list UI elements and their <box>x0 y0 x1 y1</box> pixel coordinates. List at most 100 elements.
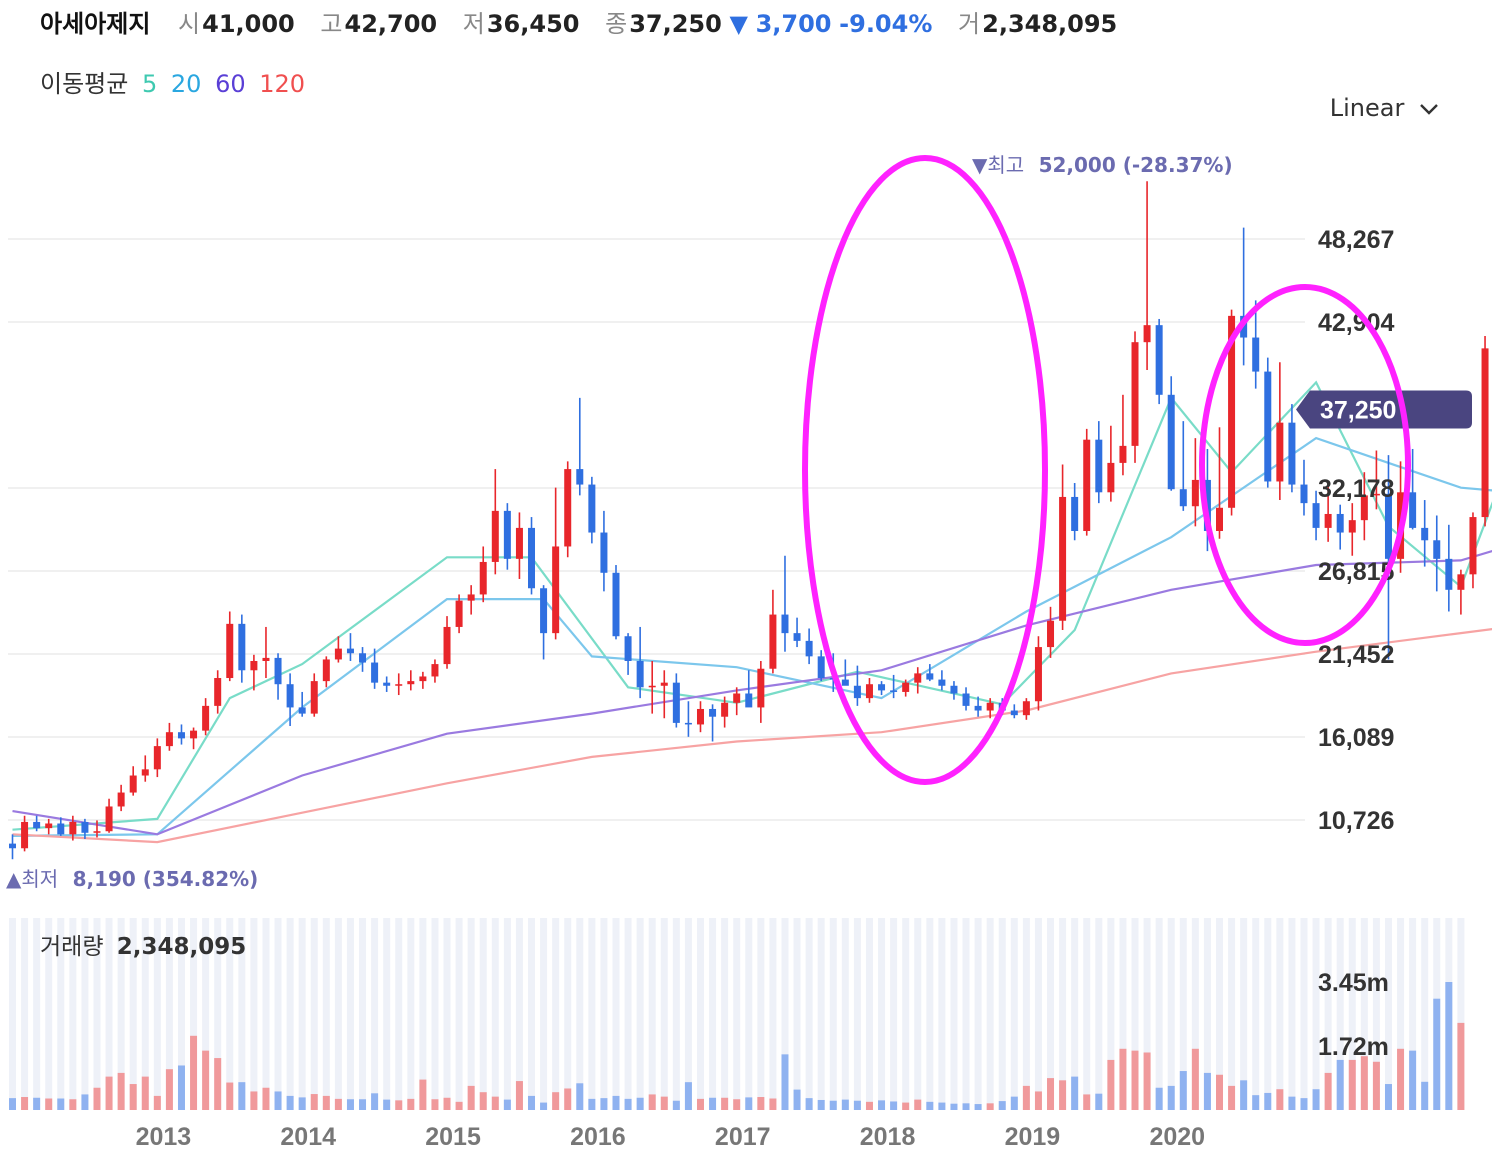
candle[interactable] <box>1445 524 1453 612</box>
candle[interactable] <box>117 784 125 812</box>
candle[interactable] <box>1457 569 1465 615</box>
candle[interactable] <box>153 738 161 778</box>
candle[interactable] <box>1047 606 1055 658</box>
candle[interactable] <box>190 727 198 750</box>
candle[interactable] <box>1022 698 1030 720</box>
ma5-legend[interactable]: 5 <box>141 70 158 98</box>
candle[interactable] <box>938 670 946 691</box>
candle[interactable] <box>986 698 994 719</box>
candle[interactable] <box>45 818 53 835</box>
candle[interactable] <box>672 673 680 728</box>
candle[interactable] <box>1264 357 1272 488</box>
ma120-legend[interactable]: 120 <box>259 70 306 98</box>
candle[interactable] <box>407 670 415 691</box>
ma20-legend[interactable]: 20 <box>170 70 202 98</box>
candle[interactable] <box>600 510 608 592</box>
candle[interactable] <box>274 653 282 700</box>
candle[interactable] <box>455 594 463 634</box>
candle[interactable] <box>105 798 113 833</box>
candle[interactable] <box>371 648 379 689</box>
candle[interactable] <box>503 503 511 570</box>
candle[interactable] <box>238 614 246 683</box>
candle[interactable] <box>769 589 777 674</box>
candle[interactable] <box>1421 500 1429 567</box>
candle[interactable] <box>853 665 861 706</box>
candle[interactable] <box>81 818 89 839</box>
candle[interactable] <box>1469 512 1477 589</box>
candle[interactable] <box>491 469 499 575</box>
candle[interactable] <box>636 626 644 699</box>
candle[interactable] <box>1119 394 1127 476</box>
candle[interactable] <box>467 585 475 615</box>
candle[interactable] <box>1191 438 1199 527</box>
candle[interactable] <box>1107 425 1115 502</box>
candle[interactable] <box>1131 331 1139 463</box>
candle[interactable] <box>1071 483 1079 541</box>
candle[interactable] <box>443 616 451 669</box>
candle[interactable] <box>310 673 318 717</box>
candle[interactable] <box>1034 636 1042 711</box>
candle[interactable] <box>648 660 656 714</box>
candle[interactable] <box>1216 427 1223 539</box>
candle[interactable] <box>359 647 367 672</box>
candle[interactable] <box>334 636 342 663</box>
candle[interactable] <box>588 476 596 544</box>
candle[interactable] <box>21 815 29 852</box>
candle[interactable] <box>1288 404 1296 493</box>
candle[interactable] <box>805 628 813 665</box>
candle[interactable] <box>696 701 704 733</box>
candle[interactable] <box>1240 227 1248 366</box>
candle[interactable] <box>660 670 668 719</box>
candle[interactable] <box>129 766 137 796</box>
candle[interactable] <box>1252 300 1260 389</box>
candle[interactable] <box>286 673 294 726</box>
candle[interactable] <box>322 656 330 688</box>
candle[interactable] <box>878 681 886 696</box>
candle[interactable] <box>1384 455 1392 660</box>
candle[interactable] <box>1336 504 1344 550</box>
candle[interactable] <box>528 517 536 595</box>
candle[interactable] <box>1409 448 1417 530</box>
candle[interactable] <box>9 834 16 860</box>
candlesticks[interactable] <box>9 181 1492 860</box>
candle[interactable] <box>1095 421 1103 504</box>
candle[interactable] <box>419 671 427 689</box>
candle[interactable] <box>298 691 306 717</box>
candle[interactable] <box>974 696 982 717</box>
candle[interactable] <box>1481 335 1489 527</box>
candle[interactable] <box>515 512 523 579</box>
scale-selector[interactable]: Linear <box>1330 94 1440 122</box>
candle[interactable] <box>1083 428 1091 536</box>
candle[interactable] <box>141 755 149 782</box>
candle[interactable] <box>890 674 898 699</box>
candle[interactable] <box>165 722 173 751</box>
candle[interactable] <box>1155 318 1163 405</box>
candle[interactable] <box>1300 459 1308 516</box>
candle[interactable] <box>684 701 692 737</box>
candle[interactable] <box>93 820 101 838</box>
candle[interactable] <box>1059 464 1067 631</box>
candle[interactable] <box>817 650 825 682</box>
candle[interactable] <box>69 815 77 841</box>
candle[interactable] <box>1276 362 1284 501</box>
candle[interactable] <box>431 659 439 683</box>
candle[interactable] <box>395 673 403 696</box>
ma60-legend[interactable]: 60 <box>215 70 246 98</box>
candle[interactable] <box>226 611 234 682</box>
candle[interactable] <box>902 679 910 697</box>
candle[interactable] <box>1360 472 1368 541</box>
candle[interactable] <box>576 397 584 496</box>
candle[interactable] <box>757 660 765 723</box>
candle[interactable] <box>33 815 41 832</box>
candle[interactable] <box>612 565 620 640</box>
candle[interactable] <box>479 546 487 603</box>
candle[interactable] <box>865 678 873 703</box>
candle[interactable] <box>1143 181 1151 371</box>
candle[interactable] <box>841 659 849 686</box>
candle[interactable] <box>709 704 717 742</box>
candle[interactable] <box>793 617 801 648</box>
candle[interactable] <box>540 585 548 660</box>
candle[interactable] <box>1372 450 1380 510</box>
candle[interactable] <box>745 670 753 708</box>
